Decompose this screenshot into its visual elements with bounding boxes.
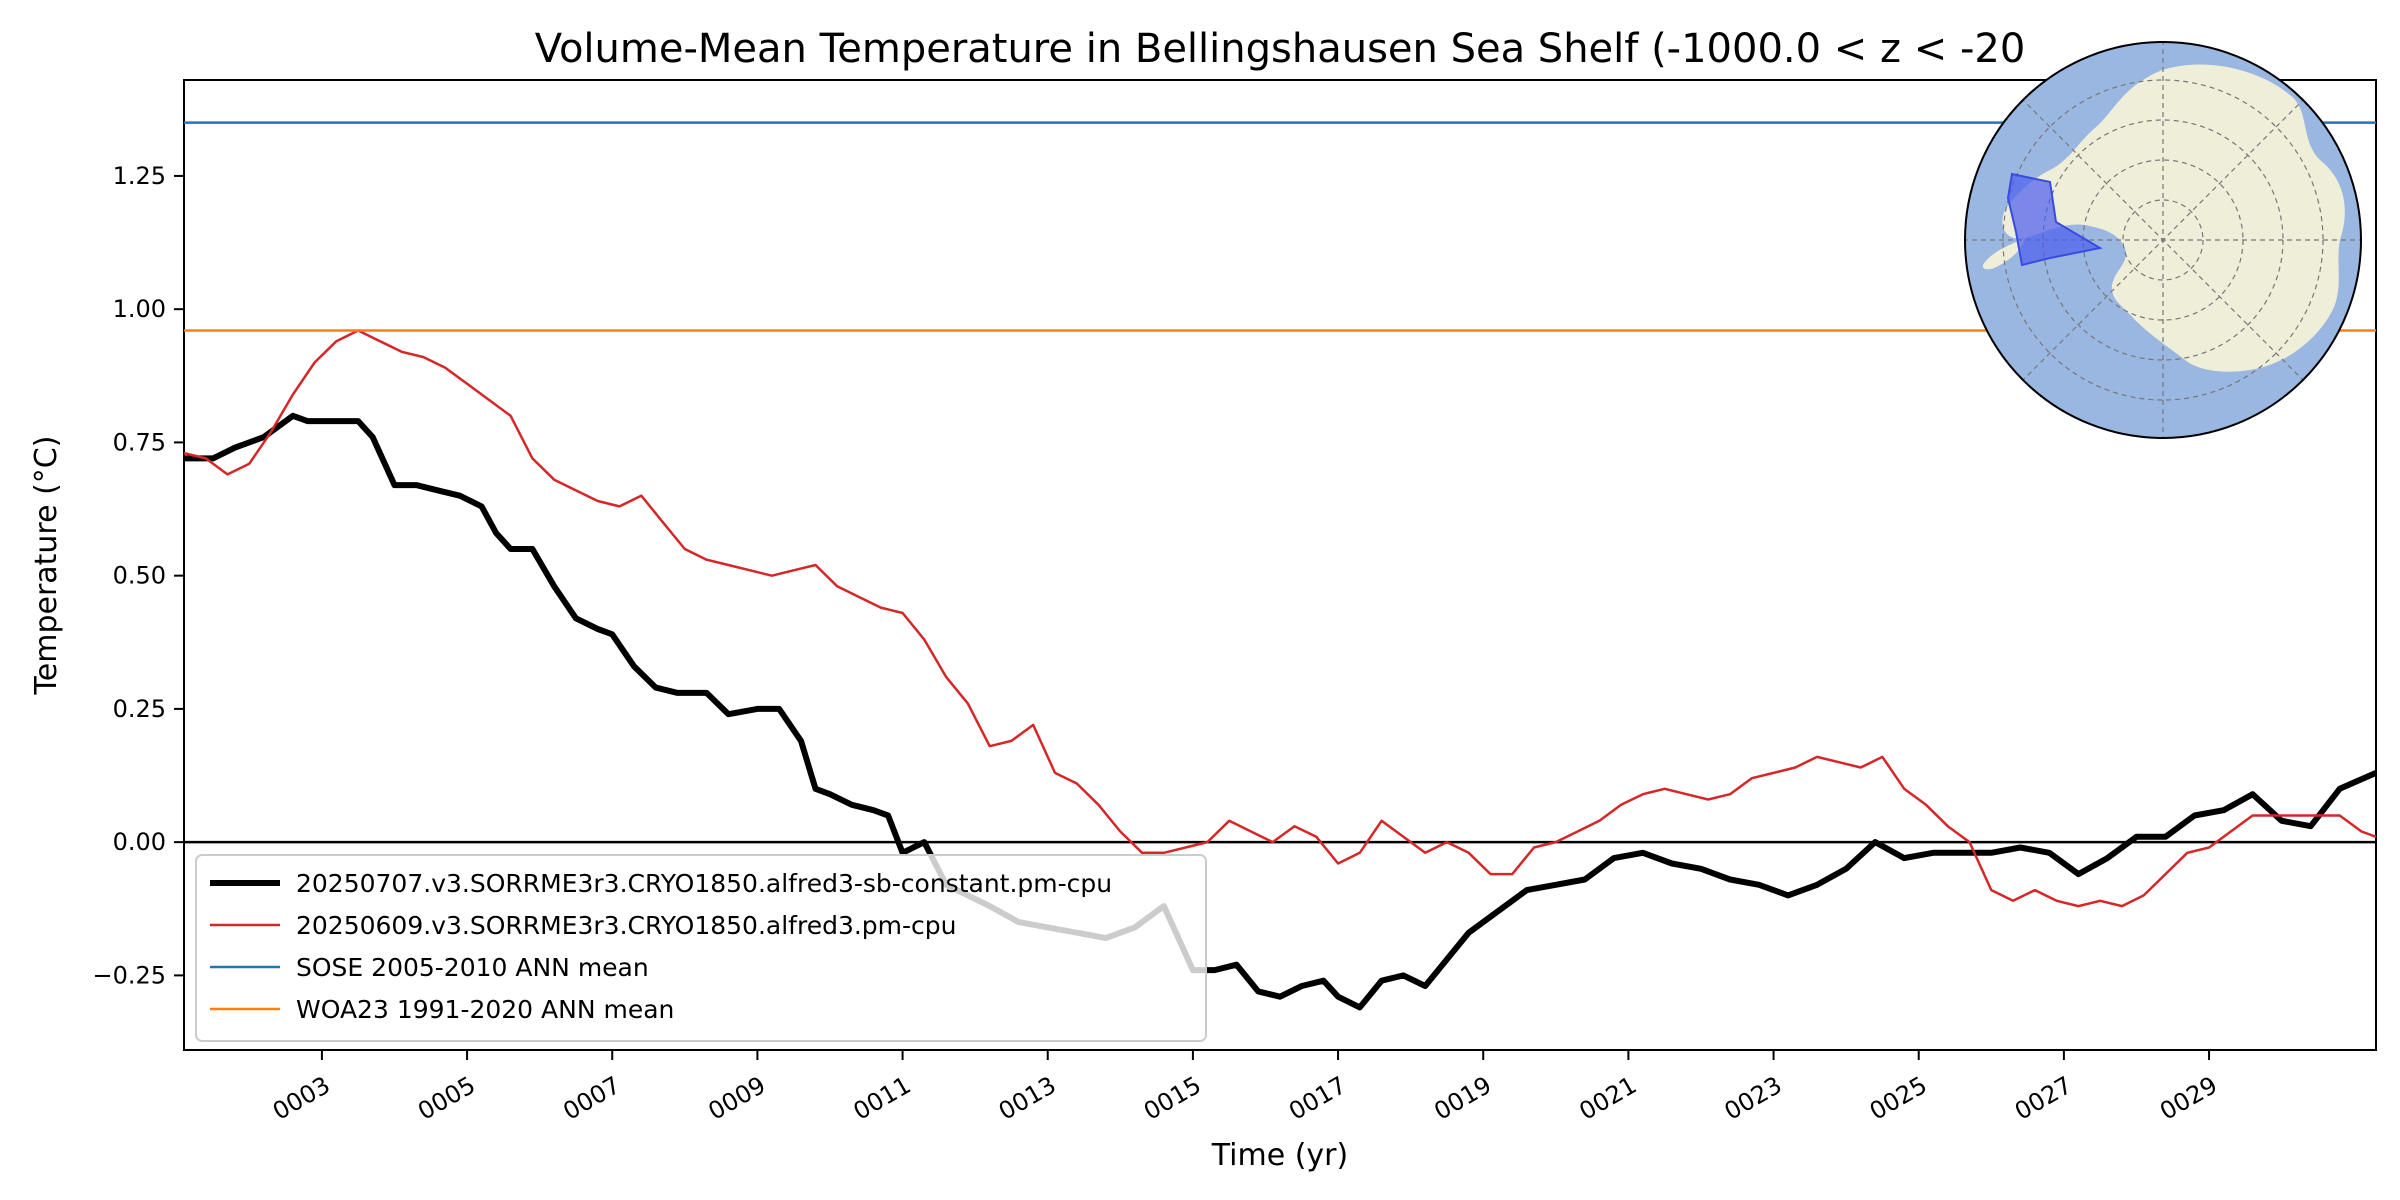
legend-entry: 20250707.v3.SORRME3r3.CRYO1850.alfred3-s…: [296, 869, 1112, 898]
y-tick-label: 0.75: [113, 428, 166, 456]
y-tick-label: 0.00: [113, 828, 166, 856]
y-tick-label: 1.25: [113, 162, 166, 190]
plot-area: [183, 79, 2377, 1051]
legend-box: [195, 854, 1207, 1042]
x-axis-label: Time (yr): [1211, 1138, 1348, 1173]
chart-title: Volume-Mean Temperature in Bellingshause…: [535, 26, 2026, 72]
y-tick-label: 0.50: [113, 562, 166, 590]
y-tick-label: 1.00: [113, 295, 166, 323]
y-tick-label: 0.25: [113, 695, 166, 723]
map-graticule: [1965, 42, 2361, 438]
y-tick-label: −0.25: [92, 961, 166, 989]
inset-antarctica-map: [1964, 41, 2362, 439]
legend-entry: 20250609.v3.SORRME3r3.CRYO1850.alfred3.p…: [296, 911, 957, 940]
map-region-highlight: [2006, 172, 2103, 267]
series-1-line: [183, 329, 2377, 908]
map-antarctica-land: [2002, 64, 2345, 372]
plot-border: [183, 79, 2377, 1051]
legend-entry: WOA23 1991-2020 ANN mean: [296, 995, 674, 1024]
y-axis-label: Temperature (°C): [29, 436, 64, 696]
legend-entry: SOSE 2005-2010 ANN mean: [296, 953, 649, 982]
map-border: [1964, 41, 2362, 439]
legend: 20250707.v3.SORRME3r3.CRYO1850.alfred3-s…: [195, 854, 1207, 1042]
